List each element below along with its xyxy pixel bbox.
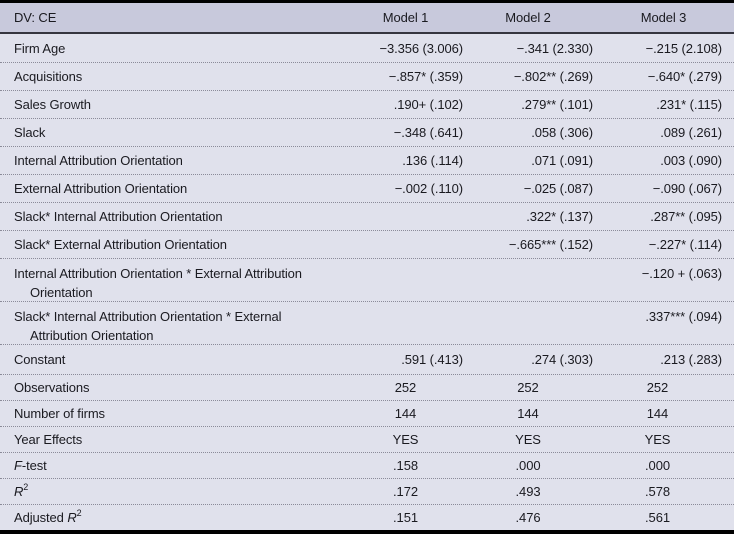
row-label: F-test [14, 458, 47, 473]
cell-model-1: .158 [393, 458, 418, 473]
cell-model-2: 252 [517, 380, 539, 395]
table-row: Slack −.348 (.641) .058 (.306) .089 (.26… [0, 118, 734, 146]
row-label: Acquisitions [14, 69, 83, 84]
cell-model-3: .089 (.261) [660, 125, 722, 140]
table-body: Firm Age −3.356 (3.006) −.341 (2.330) −.… [0, 34, 734, 530]
table-row: Internal Attribution Orientation .136 (.… [0, 146, 734, 174]
table-row: F-test .158 .000 .000 [0, 452, 734, 478]
row-label: External Attribution Orientation [14, 181, 188, 196]
table-row: Slack* Internal Attribution Orientation … [0, 202, 734, 230]
cell-model-1: .190+ (.102) [393, 97, 463, 112]
row-label-continuation: Attribution Orientation [30, 328, 154, 343]
cell-model-2: .058 (.306) [531, 125, 593, 140]
row-label-continuation: Orientation [30, 285, 93, 300]
cell-model-3: −.120 + (.063) [641, 266, 722, 281]
row-label: Firm Age [14, 40, 66, 56]
cell-model-2: .476 [515, 510, 541, 525]
row-label: Slack* Internal Attribution Orientation [14, 209, 223, 224]
cell-model-3: −.640* (.279) [647, 69, 722, 84]
cell-model-2: .071 (.091) [531, 153, 593, 168]
cell-model-3: YES [644, 432, 671, 447]
cell-model-2: .493 [515, 484, 541, 499]
row-label: Slack* Internal Attribution Orientation … [0, 307, 348, 344]
row-label: Observations [14, 380, 90, 395]
cell-model-2: .000 [515, 458, 541, 473]
cell-model-3: −.215 (2.108) [645, 40, 723, 56]
row-label: Year Effects [14, 432, 83, 447]
table-row: Observations 252 252 252 [0, 374, 734, 400]
dv-label: DV: CE [14, 10, 57, 25]
table-row: Sales Growth .190+ (.102) .279** (.101) … [0, 90, 734, 118]
row-label: Number of firms [14, 406, 105, 421]
cell-model-1: 144 [394, 406, 417, 421]
table-row: Slack* Internal Attribution Orientation … [0, 301, 734, 344]
cell-model-1: .151 [393, 510, 418, 525]
table-row: Firm Age −3.356 (3.006) −.341 (2.330) −.… [0, 34, 734, 62]
table-header-row: DV: CE Model 1 Model 2 Model 3 [0, 3, 734, 34]
table-row: R2 .172 .493 .578 [0, 478, 734, 504]
cell-model-3: −.227* (.114) [648, 237, 722, 252]
cell-model-2: −.802** (.269) [513, 69, 593, 84]
cell-model-1: 252 [394, 380, 417, 395]
cell-model-3: .231* (.115) [656, 97, 722, 112]
row-label: Internal Attribution Orientation [14, 153, 183, 168]
column-header-model-2: Model 2 [505, 10, 551, 25]
row-label: Slack [14, 125, 46, 140]
cell-model-1: −.857* (.359) [388, 69, 463, 84]
cell-model-2: YES [515, 432, 541, 447]
cell-model-3: .003 (.090) [660, 153, 722, 168]
cell-model-3: .578 [645, 484, 670, 499]
row-label: Slack* External Attribution Orientation [14, 237, 227, 252]
cell-model-3: −.090 (.067) [652, 181, 722, 196]
cell-model-2: 144 [517, 406, 539, 421]
row-label: Constant [14, 352, 66, 367]
cell-model-3: 144 [646, 406, 669, 421]
table-row: External Attribution Orientation −.002 (… [0, 174, 734, 202]
cell-model-3: .287** (.095) [650, 209, 722, 224]
column-header-model-1: Model 1 [382, 10, 429, 25]
cell-model-3: 252 [646, 380, 669, 395]
cell-model-3: .000 [645, 458, 670, 473]
cell-model-1: .136 (.114) [402, 153, 463, 168]
table-row: Year Effects YES YES YES [0, 426, 734, 452]
cell-model-1: −.348 (.641) [393, 125, 463, 140]
row-label: Internal Attribution Orientation * Exter… [0, 264, 348, 301]
cell-model-1: YES [392, 432, 419, 447]
cell-model-1: .172 [393, 484, 418, 499]
table-row: Internal Attribution Orientation * Exter… [0, 258, 734, 301]
column-header-model-3: Model 3 [640, 10, 687, 25]
table-row: Adjusted R2 .151 .476 .561 [0, 504, 734, 530]
row-label: Adjusted R2 [14, 507, 82, 525]
cell-model-3: .561 [645, 510, 670, 525]
table-row: Acquisitions −.857* (.359) −.802** (.269… [0, 62, 734, 90]
cell-model-1: −3.356 (3.006) [379, 40, 463, 56]
row-label: Sales Growth [14, 97, 91, 112]
cell-model-2: −.341 (2.330) [516, 40, 594, 56]
cell-model-3: .213 (.283) [660, 352, 722, 367]
cell-model-1: −.002 (.110) [394, 181, 463, 196]
cell-model-1: .591 (.413) [401, 352, 463, 367]
table-row: Slack* External Attribution Orientation … [0, 230, 734, 258]
cell-model-2: .279** (.101) [521, 97, 593, 112]
table-row: Number of firms 144 144 144 [0, 400, 734, 426]
cell-model-3: .337*** (.094) [645, 309, 722, 324]
cell-model-2: −.665*** (.152) [508, 237, 593, 252]
row-label: R2 [14, 481, 29, 499]
cell-model-2: .322* (.137) [526, 209, 593, 224]
cell-model-2: .274 (.303) [531, 352, 593, 367]
cell-model-2: −.025 (.087) [523, 181, 593, 196]
table-row: Constant .591 (.413) .274 (.303) .213 (.… [0, 344, 734, 374]
